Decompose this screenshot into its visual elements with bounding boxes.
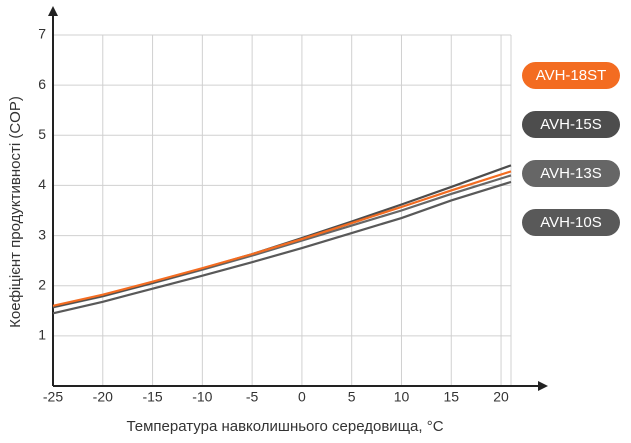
x-tick-label: -5 xyxy=(246,389,259,405)
x-tick-label: 0 xyxy=(298,389,306,405)
legend-label: AVH-15S xyxy=(540,116,601,133)
y-tick-label: 6 xyxy=(38,76,46,92)
legend-item[interactable]: AVH-10S xyxy=(522,209,620,236)
legend-pill xyxy=(522,209,620,236)
y-tick-label: 5 xyxy=(38,126,46,142)
y-tick-label: 4 xyxy=(38,176,46,192)
x-tick-label: 5 xyxy=(348,389,356,405)
legend-label: AVH-18ST xyxy=(536,67,607,84)
legend-pill xyxy=(522,62,620,89)
y-tick-label: 2 xyxy=(38,276,46,292)
y-tick-label: 1 xyxy=(38,327,46,343)
legend-item[interactable]: AVH-15S xyxy=(522,111,620,138)
x-tick-label: 20 xyxy=(493,389,509,405)
x-axis-label: Температура навколишнього середовища, °С xyxy=(126,418,443,435)
x-tick-label: 15 xyxy=(443,389,459,405)
x-tick-label: 10 xyxy=(394,389,410,405)
legend-pill xyxy=(522,111,620,138)
x-tick-label: -20 xyxy=(93,389,113,405)
x-tick-label: -10 xyxy=(192,389,212,405)
series-line xyxy=(52,180,512,315)
legend-item[interactable]: AVH-13S xyxy=(522,160,620,187)
y-tick-label: 7 xyxy=(38,26,46,42)
legend-label: AVH-10S xyxy=(540,214,601,231)
grid xyxy=(52,34,512,386)
legend-label: AVH-13S xyxy=(540,165,601,182)
y-axis-label: Коефіцієнт продуктивності (COP) xyxy=(7,96,24,328)
y-tick-label: 3 xyxy=(38,226,46,242)
series-line xyxy=(52,170,512,307)
series-line xyxy=(52,174,512,309)
legend-item[interactable]: AVH-18ST xyxy=(522,62,620,89)
legend-pill xyxy=(522,160,620,187)
x-tick-label: -25 xyxy=(43,389,63,405)
x-tick-label: -15 xyxy=(142,389,162,405)
